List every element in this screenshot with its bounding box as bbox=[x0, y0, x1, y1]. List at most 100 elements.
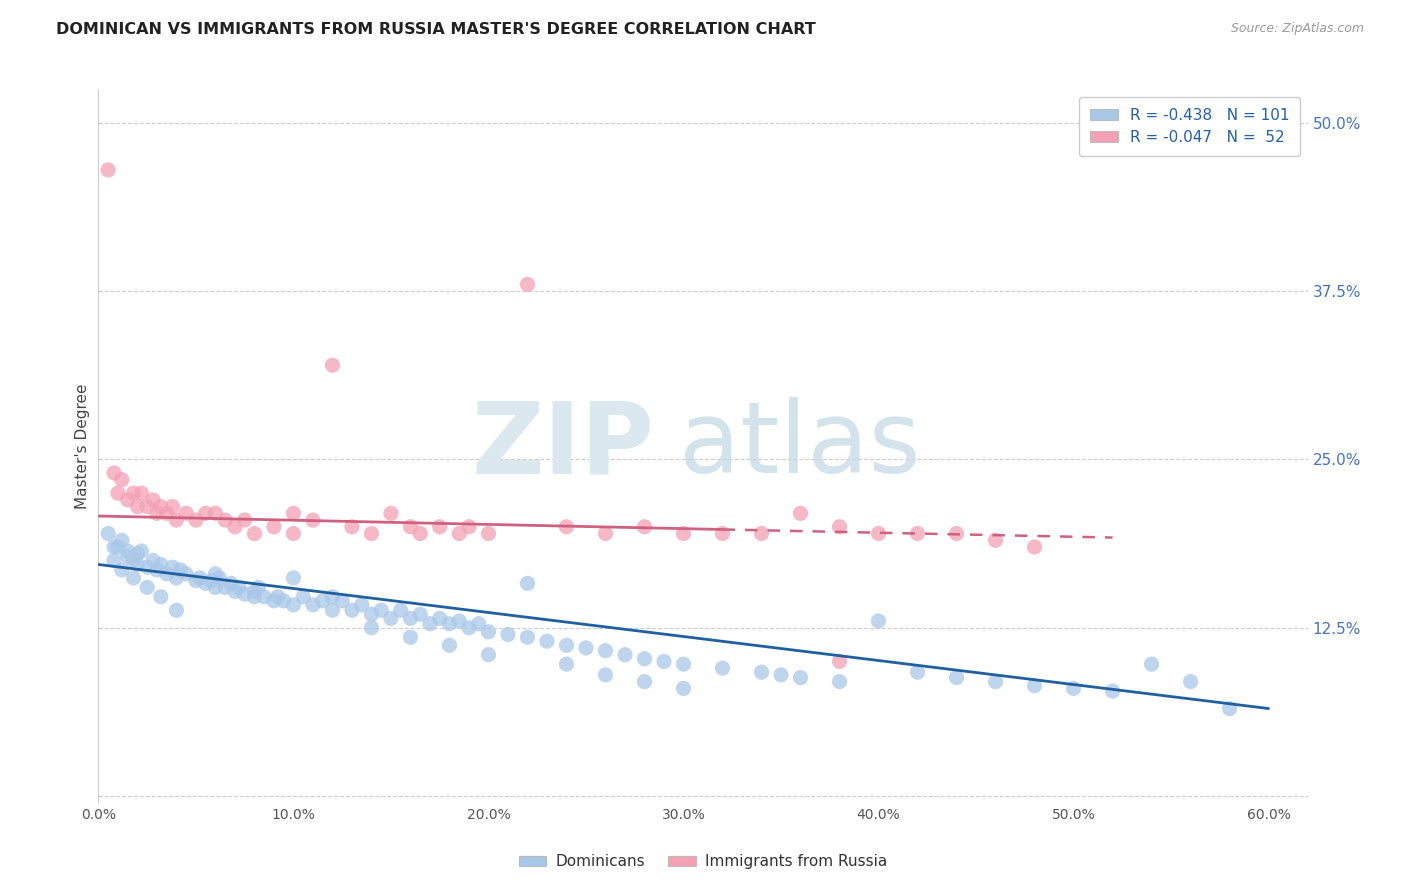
Point bbox=[828, 674, 851, 689]
Point bbox=[312, 594, 335, 608]
Point bbox=[283, 506, 305, 520]
Point bbox=[449, 526, 471, 541]
Point bbox=[292, 590, 315, 604]
Point bbox=[672, 681, 695, 696]
Point bbox=[360, 526, 382, 541]
Point bbox=[458, 621, 481, 635]
Point bbox=[1140, 657, 1163, 672]
Point bbox=[142, 553, 165, 567]
Point bbox=[267, 590, 290, 604]
Point bbox=[263, 594, 285, 608]
Point bbox=[769, 668, 792, 682]
Point bbox=[122, 486, 145, 500]
Point bbox=[360, 607, 382, 622]
Point bbox=[828, 655, 851, 669]
Text: atlas: atlas bbox=[679, 398, 921, 494]
Point bbox=[194, 576, 217, 591]
Point bbox=[1024, 540, 1046, 554]
Point bbox=[103, 466, 125, 480]
Point bbox=[117, 549, 139, 564]
Point bbox=[156, 506, 179, 520]
Point bbox=[907, 526, 929, 541]
Point bbox=[188, 571, 211, 585]
Point bbox=[162, 560, 184, 574]
Point bbox=[711, 661, 734, 675]
Point bbox=[243, 526, 266, 541]
Point bbox=[127, 547, 149, 561]
Point bbox=[536, 634, 558, 648]
Point bbox=[380, 506, 402, 520]
Point bbox=[1024, 679, 1046, 693]
Point bbox=[409, 526, 432, 541]
Point bbox=[146, 563, 169, 577]
Point bbox=[97, 526, 120, 541]
Point bbox=[224, 520, 246, 534]
Point bbox=[751, 526, 773, 541]
Point bbox=[399, 611, 422, 625]
Point bbox=[340, 603, 363, 617]
Point bbox=[789, 671, 811, 685]
Point bbox=[907, 665, 929, 680]
Point bbox=[711, 526, 734, 541]
Point bbox=[429, 520, 451, 534]
Legend: Dominicans, Immigrants from Russia: Dominicans, Immigrants from Russia bbox=[513, 848, 893, 875]
Point bbox=[633, 520, 655, 534]
Point bbox=[399, 630, 422, 644]
Point bbox=[555, 520, 578, 534]
Point bbox=[399, 520, 422, 534]
Point bbox=[321, 590, 343, 604]
Point bbox=[165, 571, 187, 585]
Point bbox=[97, 163, 120, 178]
Point bbox=[174, 566, 197, 581]
Point bbox=[233, 513, 256, 527]
Point bbox=[496, 627, 519, 641]
Point bbox=[263, 520, 285, 534]
Point bbox=[409, 607, 432, 622]
Point bbox=[224, 584, 246, 599]
Point bbox=[477, 526, 499, 541]
Point bbox=[111, 473, 134, 487]
Legend: R = -0.438   N = 101, R = -0.047   N =  52: R = -0.438 N = 101, R = -0.047 N = 52 bbox=[1080, 97, 1301, 156]
Point bbox=[389, 603, 412, 617]
Point bbox=[751, 665, 773, 680]
Point bbox=[111, 563, 134, 577]
Point bbox=[127, 558, 149, 572]
Point bbox=[614, 648, 637, 662]
Point bbox=[1180, 674, 1202, 689]
Point bbox=[165, 603, 187, 617]
Point bbox=[194, 506, 217, 520]
Point bbox=[1219, 701, 1241, 715]
Point bbox=[127, 500, 149, 514]
Point bbox=[633, 651, 655, 665]
Point bbox=[302, 598, 325, 612]
Point bbox=[633, 674, 655, 689]
Point bbox=[828, 520, 851, 534]
Point bbox=[162, 500, 184, 514]
Point bbox=[273, 594, 295, 608]
Point bbox=[208, 571, 231, 585]
Point bbox=[103, 553, 125, 567]
Point bbox=[370, 603, 392, 617]
Point bbox=[214, 580, 236, 594]
Point bbox=[283, 526, 305, 541]
Point bbox=[283, 598, 305, 612]
Point bbox=[516, 630, 538, 644]
Point bbox=[458, 520, 481, 534]
Text: ZIP: ZIP bbox=[472, 398, 655, 494]
Point bbox=[204, 506, 226, 520]
Point bbox=[984, 533, 1007, 548]
Point bbox=[330, 594, 353, 608]
Point bbox=[165, 513, 187, 527]
Point bbox=[984, 674, 1007, 689]
Point bbox=[321, 358, 343, 372]
Point bbox=[228, 580, 250, 594]
Point bbox=[122, 553, 145, 567]
Point bbox=[122, 571, 145, 585]
Point bbox=[156, 566, 179, 581]
Point bbox=[253, 590, 276, 604]
Point bbox=[146, 506, 169, 520]
Point bbox=[360, 621, 382, 635]
Point bbox=[283, 571, 305, 585]
Point bbox=[945, 526, 967, 541]
Point bbox=[169, 563, 191, 577]
